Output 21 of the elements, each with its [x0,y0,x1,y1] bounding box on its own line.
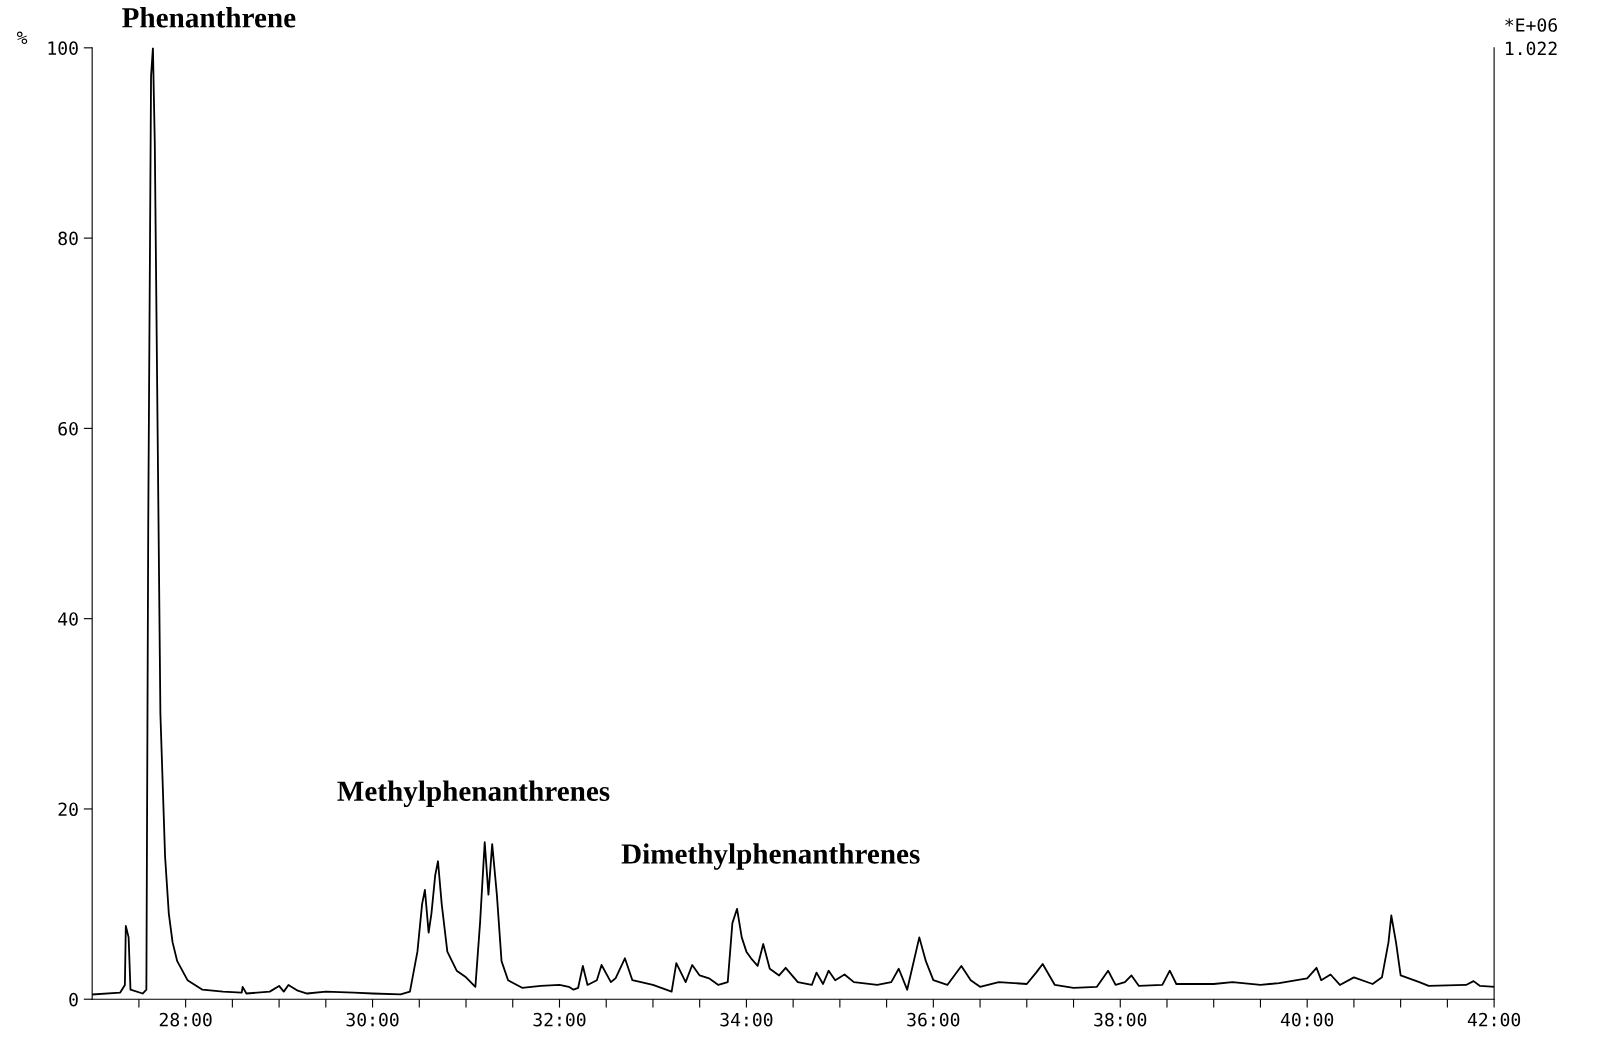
y-tick-label: 60 [58,421,78,436]
y-tick-label: 0 [69,992,78,1007]
y-tick-label: 40 [58,612,78,626]
text: 1.022 [1505,41,1557,56]
y-tick-label: 20 [58,802,78,817]
annotation: Dimethylphenanthrenes [621,843,920,870]
x-tick-label: 38:00 [1094,1012,1147,1027]
x-tick-label: 28:00 [159,1012,212,1027]
x-tick-label: 40:00 [1280,1012,1334,1027]
x-tick-label: 32:00 [533,1012,586,1027]
x-tick-label: 42:00 [1467,1012,1521,1027]
x-tick-label: 34:00 [720,1012,773,1027]
y-tick-label: 100 [48,41,78,55]
x-tick-label: 30:00 [346,1012,399,1027]
line-series [92,47,1495,996]
y-axis-title: % [16,31,28,45]
annotation: Methylphenanthrenes [337,780,610,808]
y-tick-label: 80 [58,231,78,246]
text: *E+06 [1505,18,1557,32]
text: Phenanthrene [122,7,296,28]
x-tick-label: 36:00 [907,1012,960,1027]
